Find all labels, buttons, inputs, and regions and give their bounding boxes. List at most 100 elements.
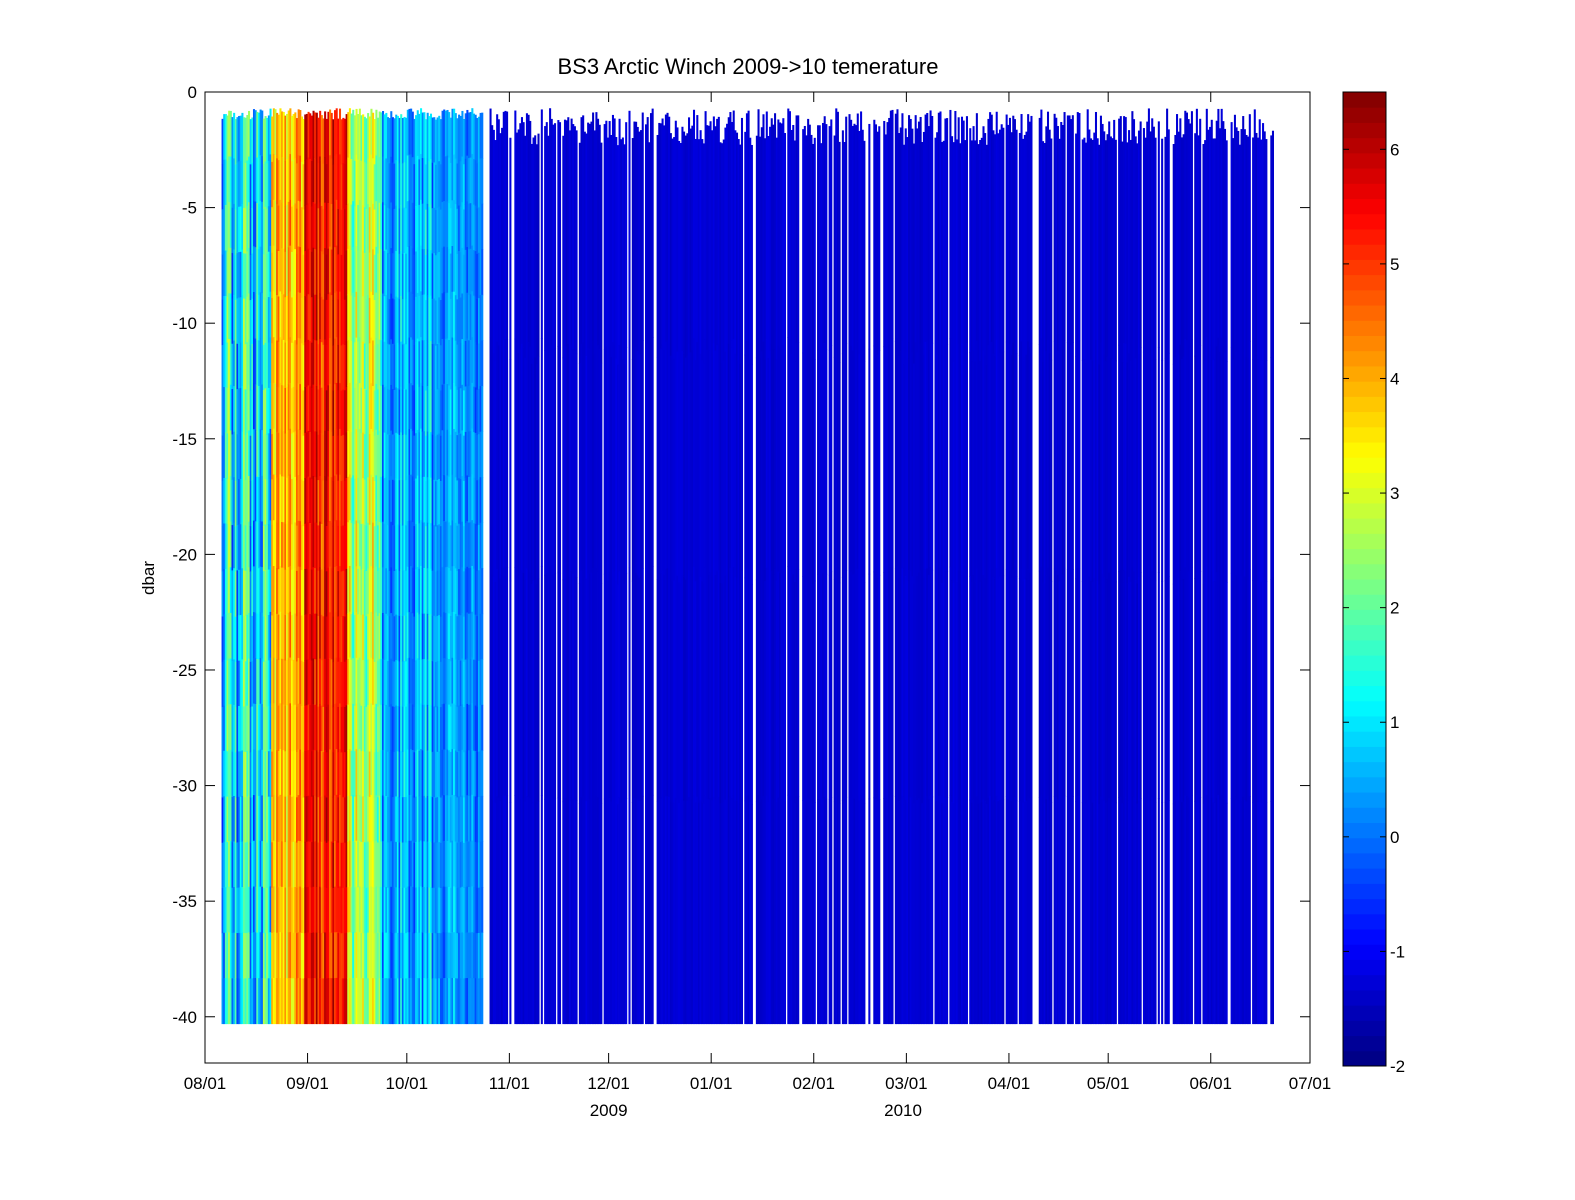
temperature-cell bbox=[266, 434, 269, 481]
temperature-cell bbox=[466, 886, 469, 933]
temperature-cell bbox=[597, 797, 600, 1025]
colorbar-tick-label: 3 bbox=[1390, 484, 1399, 503]
temperature-cell bbox=[1114, 360, 1117, 583]
temperature-cell bbox=[334, 978, 337, 1025]
temperature-cell bbox=[307, 567, 310, 614]
temperature-cell bbox=[229, 202, 232, 249]
temperature-cell bbox=[322, 163, 325, 210]
temperature-cell bbox=[334, 703, 337, 751]
temperature-cell bbox=[974, 802, 977, 1025]
temperature-cell bbox=[463, 390, 466, 437]
temperature-cell bbox=[372, 659, 375, 706]
temperature-cell bbox=[448, 841, 451, 888]
temperature-cell bbox=[279, 611, 282, 658]
temperature-cell bbox=[554, 573, 557, 799]
temperature-cell bbox=[337, 616, 340, 663]
temperature-cell bbox=[352, 978, 355, 1025]
temperature-cell bbox=[646, 797, 649, 1025]
temperature-cell bbox=[264, 932, 267, 979]
temperature-cell bbox=[1220, 566, 1223, 796]
temperature-cell bbox=[386, 253, 390, 299]
temperature-cell bbox=[479, 659, 482, 706]
temperature-cell bbox=[382, 658, 385, 705]
temperature-cell bbox=[398, 842, 401, 889]
temperature-cell bbox=[324, 704, 327, 751]
temperature-cell bbox=[451, 611, 454, 659]
temperature-cell bbox=[590, 121, 593, 348]
temperature-cell bbox=[229, 293, 232, 340]
temperature-cell bbox=[1124, 797, 1127, 1025]
temperature-cell bbox=[378, 430, 381, 477]
temperature-cell bbox=[1103, 354, 1106, 578]
temperature-cell bbox=[481, 568, 484, 615]
temperature-cell bbox=[319, 567, 322, 614]
temperature-cell bbox=[309, 659, 312, 706]
temperature-cell bbox=[451, 703, 454, 750]
temperature-cell bbox=[403, 615, 406, 662]
temperature-cell bbox=[226, 705, 229, 752]
temperature-cell bbox=[479, 704, 482, 751]
temperature-cell bbox=[363, 162, 366, 208]
temperature-cell bbox=[559, 122, 562, 348]
temperature-cell bbox=[764, 138, 767, 360]
temperature-cell bbox=[367, 613, 370, 660]
temperature-cell bbox=[390, 202, 393, 249]
temperature-cell bbox=[570, 344, 573, 572]
temperature-cell bbox=[390, 886, 393, 933]
temperature-cell bbox=[1113, 571, 1116, 799]
temperature-cell bbox=[423, 795, 426, 842]
temperature-cell bbox=[731, 572, 734, 799]
temperature-cell bbox=[320, 115, 323, 161]
temperature-cell bbox=[337, 842, 340, 889]
temperature-cell bbox=[254, 201, 257, 248]
temperature-cell bbox=[1068, 115, 1071, 343]
temperature-cell bbox=[299, 840, 302, 888]
temperature-cell bbox=[474, 296, 477, 343]
temperature-cell bbox=[350, 159, 353, 205]
temperature-cell bbox=[246, 115, 249, 161]
temperature-cell bbox=[1133, 345, 1136, 572]
temperature-cell bbox=[724, 127, 727, 353]
temperature-cell bbox=[479, 477, 482, 524]
temperature-cell bbox=[469, 659, 472, 706]
temperature-cell bbox=[348, 565, 351, 613]
y-tick-label: 0 bbox=[188, 83, 197, 102]
temperature-cell bbox=[873, 571, 876, 799]
temperature-cell bbox=[1108, 572, 1111, 799]
temperature-cell bbox=[509, 802, 512, 1025]
temperature-cell bbox=[989, 795, 992, 1025]
temperature-cell bbox=[310, 660, 313, 707]
temperature-cell bbox=[295, 480, 299, 526]
temperature-cell bbox=[464, 522, 467, 569]
temperature-cell bbox=[929, 795, 932, 1025]
temperature-cell bbox=[461, 430, 464, 477]
temperature-cell bbox=[317, 706, 320, 753]
temperature-cell bbox=[858, 577, 861, 801]
temperature-cell bbox=[952, 142, 955, 363]
temperature-cell bbox=[357, 341, 360, 388]
temperature-cell bbox=[391, 978, 394, 1025]
temperature-cell bbox=[420, 337, 423, 384]
temperature-cell bbox=[262, 344, 265, 391]
temperature-cell bbox=[587, 798, 590, 1025]
temperature-cell bbox=[661, 344, 664, 572]
temperature-cell bbox=[820, 363, 823, 584]
temperature-cell bbox=[292, 568, 295, 615]
temperature-cell bbox=[269, 611, 272, 659]
temperature-cell bbox=[334, 338, 337, 385]
temperature-cell bbox=[1005, 114, 1008, 343]
temperature-cell bbox=[348, 794, 351, 841]
temperature-cell bbox=[1151, 797, 1154, 1025]
temperature-cell bbox=[241, 978, 244, 1025]
temperature-cell bbox=[496, 341, 499, 570]
temperature-cell bbox=[231, 751, 234, 798]
temperature-cell bbox=[985, 584, 988, 805]
temperature-cell bbox=[476, 389, 479, 436]
temperature-cell bbox=[329, 932, 332, 979]
colorbar-segment bbox=[1343, 350, 1386, 367]
temperature-cell bbox=[463, 978, 466, 1025]
temperature-cell bbox=[252, 977, 256, 1025]
temperature-cell bbox=[1063, 339, 1066, 569]
temperature-cell bbox=[382, 795, 385, 842]
temperature-cell bbox=[434, 707, 437, 753]
